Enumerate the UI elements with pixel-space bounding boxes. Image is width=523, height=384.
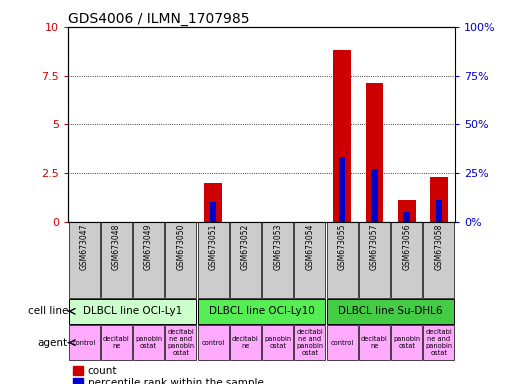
FancyBboxPatch shape — [198, 299, 325, 324]
Bar — [398, 200, 415, 222]
Bar — [403, 212, 410, 222]
Text: DLBCL line Su-DHL6: DLBCL line Su-DHL6 — [338, 306, 443, 316]
Text: decitabi
ne: decitabi ne — [361, 336, 388, 349]
Text: GSM673058: GSM673058 — [435, 224, 444, 270]
FancyBboxPatch shape — [359, 222, 390, 298]
Text: GSM673048: GSM673048 — [112, 224, 121, 270]
Bar — [339, 157, 345, 222]
Text: decitabi
ne: decitabi ne — [232, 336, 259, 349]
Text: decitabi
ne and
panobin
ostat: decitabi ne and panobin ostat — [425, 329, 452, 356]
FancyBboxPatch shape — [133, 222, 164, 298]
Bar — [366, 83, 383, 222]
Text: decitabi
ne and
panobin
ostat: decitabi ne and panobin ostat — [297, 329, 323, 356]
FancyBboxPatch shape — [327, 325, 358, 360]
Text: GSM673057: GSM673057 — [370, 224, 379, 270]
FancyBboxPatch shape — [327, 299, 454, 324]
Text: GSM673053: GSM673053 — [273, 224, 282, 270]
FancyBboxPatch shape — [101, 325, 132, 360]
Text: GSM673049: GSM673049 — [144, 224, 153, 270]
Bar — [333, 50, 351, 222]
FancyBboxPatch shape — [133, 325, 164, 360]
Text: GDS4006 / ILMN_1707985: GDS4006 / ILMN_1707985 — [68, 12, 249, 26]
Text: agent: agent — [38, 338, 68, 348]
FancyBboxPatch shape — [424, 222, 454, 298]
FancyBboxPatch shape — [294, 222, 325, 298]
Text: GSM673050: GSM673050 — [176, 224, 185, 270]
FancyBboxPatch shape — [424, 325, 454, 360]
Text: GSM673051: GSM673051 — [209, 224, 218, 270]
FancyBboxPatch shape — [101, 222, 132, 298]
Bar — [430, 177, 448, 222]
Legend: count, percentile rank within the sample: count, percentile rank within the sample — [73, 366, 264, 384]
FancyBboxPatch shape — [359, 325, 390, 360]
Text: panobin
ostat: panobin ostat — [135, 336, 162, 349]
Bar — [436, 200, 442, 222]
FancyBboxPatch shape — [391, 222, 422, 298]
FancyBboxPatch shape — [327, 222, 358, 298]
Text: decitabi
ne: decitabi ne — [103, 336, 130, 349]
Bar — [371, 169, 378, 222]
Text: GSM673055: GSM673055 — [338, 224, 347, 270]
FancyBboxPatch shape — [198, 222, 229, 298]
Bar — [210, 202, 217, 222]
Text: GSM673047: GSM673047 — [79, 224, 88, 270]
FancyBboxPatch shape — [69, 222, 99, 298]
Text: cell line: cell line — [28, 306, 68, 316]
Text: panobin
ostat: panobin ostat — [264, 336, 291, 349]
Text: GSM673056: GSM673056 — [402, 224, 411, 270]
Text: GSM673054: GSM673054 — [305, 224, 314, 270]
FancyBboxPatch shape — [198, 325, 229, 360]
FancyBboxPatch shape — [391, 325, 422, 360]
FancyBboxPatch shape — [294, 325, 325, 360]
FancyBboxPatch shape — [262, 222, 293, 298]
Text: decitabi
ne and
panobin
ostat: decitabi ne and panobin ostat — [167, 329, 195, 356]
Text: GSM673052: GSM673052 — [241, 224, 250, 270]
FancyBboxPatch shape — [69, 299, 196, 324]
Text: DLBCL line OCI-Ly10: DLBCL line OCI-Ly10 — [209, 306, 314, 316]
FancyBboxPatch shape — [230, 222, 261, 298]
Bar — [204, 183, 222, 222]
Text: control: control — [331, 339, 354, 346]
FancyBboxPatch shape — [230, 325, 261, 360]
FancyBboxPatch shape — [262, 325, 293, 360]
FancyBboxPatch shape — [165, 325, 196, 360]
Text: control: control — [73, 339, 96, 346]
Text: panobin
ostat: panobin ostat — [393, 336, 420, 349]
FancyBboxPatch shape — [69, 325, 99, 360]
Text: control: control — [201, 339, 225, 346]
Text: DLBCL line OCI-Ly1: DLBCL line OCI-Ly1 — [83, 306, 182, 316]
FancyBboxPatch shape — [165, 222, 196, 298]
